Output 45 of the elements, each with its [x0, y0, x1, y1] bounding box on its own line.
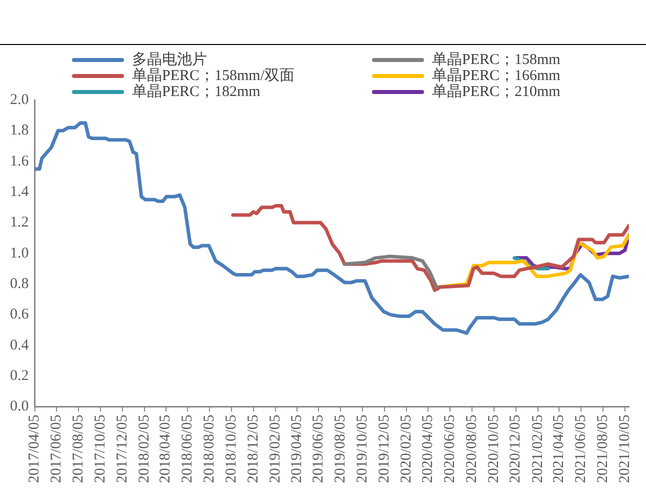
- x-tick-label: 2017/10/05: [92, 414, 108, 484]
- x-tick-label: 2019/12/05: [376, 414, 392, 484]
- legend-label: 单晶PERC；158mm: [432, 50, 560, 68]
- x-tick-label: 2017/04/05: [26, 414, 43, 484]
- x-tick-label: 2021/04/05: [551, 414, 568, 484]
- legend-label: 单晶PERC；182mm: [132, 82, 260, 101]
- x-tick-label: 2018/12/05: [245, 414, 262, 484]
- legend-label: 单晶PERC；158mm/双面: [132, 66, 295, 84]
- y-tick-label: 1.0: [10, 245, 29, 262]
- x-tick-label: 2020/06/05: [442, 414, 458, 484]
- x-tick-label: 2021/08/05: [594, 414, 611, 484]
- y-tick-label: 1.4: [10, 184, 30, 200]
- x-tick-label: 2018/04/05: [158, 414, 174, 484]
- x-tick-label: 2019/02/05: [268, 414, 284, 484]
- x-tick-label: 2019/08/05: [332, 414, 349, 484]
- x-tick-label: 2020/10/05: [486, 414, 502, 484]
- x-tick-label: 2021/10/05: [616, 414, 633, 484]
- x-tick-label: 2018/02/05: [136, 414, 153, 484]
- x-tick-label: 2018/10/05: [223, 414, 240, 484]
- x-tick-label: 2017/08/05: [70, 414, 86, 484]
- x-tick-label: 2021/02/05: [530, 414, 546, 484]
- x-tick-label: 2017/12/05: [114, 414, 130, 484]
- y-tick-label: 0.0: [10, 398, 29, 415]
- y-tick-label: 1.2: [10, 214, 29, 231]
- x-tick-label: 2021/06/05: [573, 414, 590, 484]
- x-tick-label: 2019/04/05: [288, 414, 305, 484]
- x-tick-label: 2019/06/05: [310, 414, 327, 484]
- y-tick-label: 0.8: [10, 276, 29, 292]
- y-tick-label: 0.6: [10, 306, 30, 323]
- legend-label: 单晶PERC；166mm: [432, 66, 560, 84]
- y-tick-label: 2.0: [10, 92, 29, 108]
- legend-label: 单晶PERC；210mm: [432, 82, 560, 101]
- legend-label: 多晶电池片: [132, 50, 207, 68]
- x-tick-label: 2018/06/05: [180, 414, 196, 484]
- y-tick-label: 0.4: [10, 337, 30, 354]
- x-tick-label: 2019/10/05: [354, 414, 370, 484]
- x-tick-label: 2020/12/05: [508, 414, 524, 484]
- x-tick-label: 2020/02/05: [398, 414, 415, 484]
- x-tick-label: 2018/08/05: [202, 414, 218, 484]
- y-tick-label: 0.2: [10, 368, 29, 384]
- y-tick-label: 1.8: [10, 122, 29, 139]
- y-tick-label: 1.6: [10, 153, 30, 170]
- x-tick-label: 2020/04/05: [420, 414, 436, 484]
- x-tick-label: 2017/06/05: [48, 414, 65, 484]
- x-tick-label: 2020/08/05: [464, 414, 480, 484]
